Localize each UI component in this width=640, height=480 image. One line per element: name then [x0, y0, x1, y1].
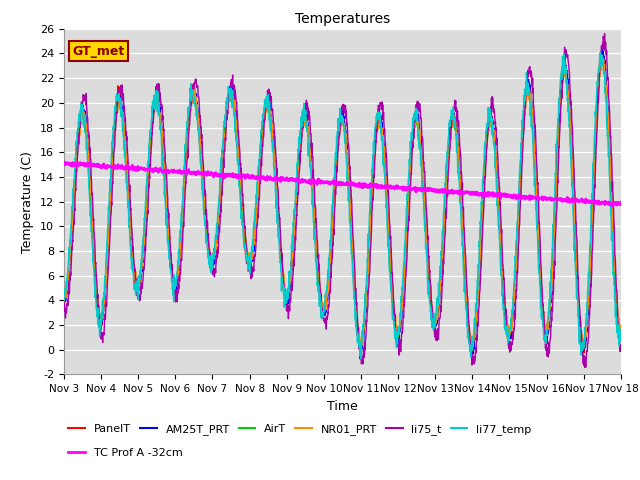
Text: GT_met: GT_met [72, 45, 125, 58]
X-axis label: Time: Time [327, 400, 358, 413]
Y-axis label: Temperature (C): Temperature (C) [22, 151, 35, 252]
Legend: TC Prof A -32cm: TC Prof A -32cm [64, 444, 187, 462]
Title: Temperatures: Temperatures [295, 12, 390, 26]
